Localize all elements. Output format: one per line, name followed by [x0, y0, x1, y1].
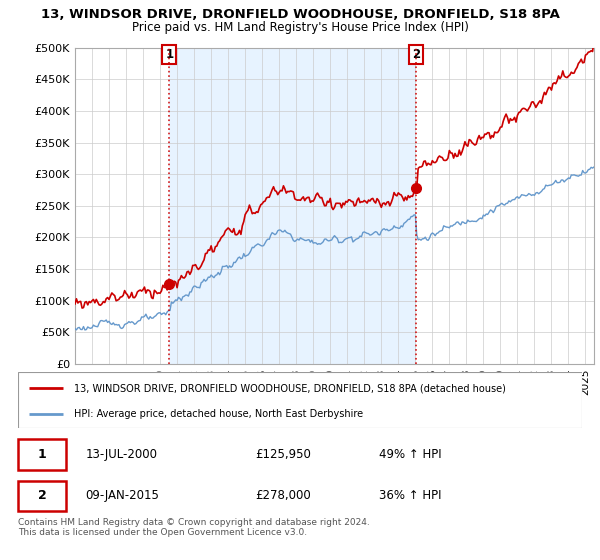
Text: 2: 2 — [38, 489, 47, 502]
Text: 2: 2 — [412, 48, 420, 60]
Text: HPI: Average price, detached house, North East Derbyshire: HPI: Average price, detached house, Nort… — [74, 409, 364, 419]
FancyBboxPatch shape — [18, 439, 66, 469]
Text: 1: 1 — [165, 48, 173, 60]
Text: 09-JAN-2015: 09-JAN-2015 — [86, 489, 160, 502]
FancyBboxPatch shape — [18, 481, 66, 511]
Text: 13, WINDSOR DRIVE, DRONFIELD WOODHOUSE, DRONFIELD, S18 8PA: 13, WINDSOR DRIVE, DRONFIELD WOODHOUSE, … — [41, 8, 559, 21]
Text: 49% ↑ HPI: 49% ↑ HPI — [379, 448, 442, 461]
Text: 1: 1 — [38, 448, 47, 461]
Text: 13-JUL-2000: 13-JUL-2000 — [86, 448, 158, 461]
Text: £125,950: £125,950 — [255, 448, 311, 461]
Text: Contains HM Land Registry data © Crown copyright and database right 2024.
This d: Contains HM Land Registry data © Crown c… — [18, 518, 370, 538]
Text: Price paid vs. HM Land Registry's House Price Index (HPI): Price paid vs. HM Land Registry's House … — [131, 21, 469, 34]
Text: 36% ↑ HPI: 36% ↑ HPI — [379, 489, 442, 502]
Bar — [169, 48, 416, 364]
Text: 13, WINDSOR DRIVE, DRONFIELD WOODHOUSE, DRONFIELD, S18 8PA (detached house): 13, WINDSOR DRIVE, DRONFIELD WOODHOUSE, … — [74, 383, 506, 393]
Text: £278,000: £278,000 — [255, 489, 311, 502]
